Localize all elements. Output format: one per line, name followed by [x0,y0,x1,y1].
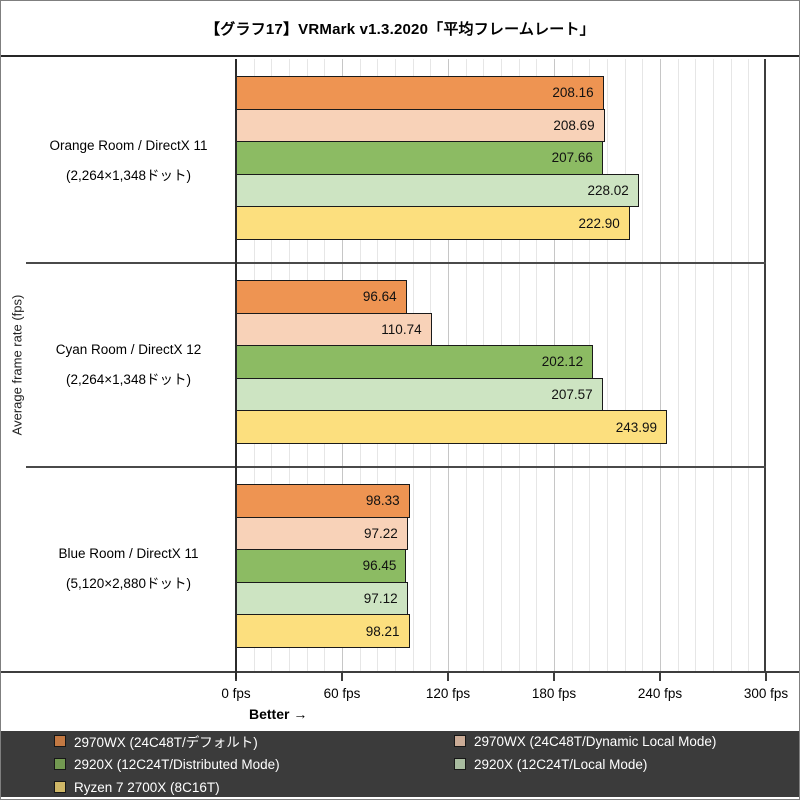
category-label-line1: Orange Room / DirectX 11 [49,138,208,153]
bar-value-label: 110.74 [381,321,422,337]
x-axis-tick [447,673,449,681]
bar-2970wx-dlm: 208.69 [236,108,605,143]
legend-swatch [454,758,466,770]
plot-area: Average frame rate (fps) Orange Room / D… [1,59,799,679]
legend-label: 2970WX (24C48T/デフォルト) [74,735,258,750]
value-axis-line [235,59,237,679]
x-axis-tick [765,673,767,681]
major-gridline [660,59,661,671]
chart-title: 【グラフ17】VRMark v1.3.2020「平均フレームレート」 [205,20,595,38]
category-label-line2: (2,264×1,348ドット) [66,372,191,387]
chart-title-bar: 【グラフ17】VRMark v1.3.2020「平均フレームレート」 [1,1,799,57]
minor-gridline [713,59,714,671]
bar-value-label: 208.69 [553,117,595,133]
bar-value-label: 202.12 [541,354,584,370]
group-orange-room: Orange Room / DirectX 11 (2,264×1,348ドット… [1,59,799,263]
x-axis: Better → 0 fps 60 fps 120 fps 180 fps 240 fp… [1,671,799,729]
legend-label: 2920X (12C24T/Local Mode) [474,756,648,772]
bar-value-label: 207.66 [551,150,593,166]
legend-swatch [54,735,66,747]
bar-value-label: 243.99 [615,419,657,435]
category-label-line2: (5,120×2,880ドット) [66,576,191,591]
better-direction-label: Better → [249,706,308,722]
bar-value-label: 207.57 [551,387,593,403]
x-tick-label: 60 fps [323,686,361,701]
legend-label: 2970WX (24C48T/Dynamic Local Mode) [474,733,717,749]
bar-2970wx-dlm: 97.22 [236,516,408,551]
bar-value-label: 228.02 [587,183,629,199]
bar-value-label: 98.21 [365,623,400,639]
minor-gridline [695,59,697,671]
legend: 2970WX (24C48T/デフォルト) 2970WX (24C48T/Dyn… [1,731,799,797]
x-axis-tick [341,673,343,681]
bar-value-label: 222.90 [578,215,620,231]
minor-gridline [607,59,608,671]
minor-gridline [624,59,626,671]
legend-item-2920x-distributed: 2920X (12C24T/Distributed Mode) [54,755,454,774]
legend-item-2970wx-default: 2970WX (24C48T/デフォルト) [54,732,454,751]
bar-stack: 208.16 208.69 207.66 228.02 222.90 [236,76,639,240]
bar-value-label: 96.45 [362,558,397,574]
category-label-line1: Blue Room / DirectX 11 [58,546,199,561]
group-cyan-room: Cyan Room / DirectX 12 (2,264×1,348ドット) … [1,262,799,467]
legend-item-2920x-local: 2920X (12C24T/Local Mode) [454,755,799,774]
bar-2920x-local: 97.12 [236,581,408,616]
bar-2970wx-default: 98.33 [236,484,410,518]
category-label: Cyan Room / DirectX 12 (2,264×1,348ドット) [26,263,231,467]
bar-value-label: 97.12 [363,591,398,607]
x-axis-tick [659,673,661,681]
bar-ryzen-2700x: 222.90 [236,206,630,240]
x-tick-label: 120 fps [425,686,471,701]
minor-gridline [748,59,750,671]
x-tick-label: 240 fps [637,686,683,701]
bar-ryzen-2700x: 243.99 [236,410,667,444]
category-label: Blue Room / DirectX 11 (5,120×2,880ドット) [26,467,231,671]
minor-gridline [677,59,679,671]
category-label-line2: (2,264×1,348ドット) [66,168,191,183]
legend-swatch [54,758,66,770]
legend-label: Ryzen 7 2700X (8C16T) [74,779,220,795]
bar-2970wx-dlm: 110.74 [236,312,432,347]
x-tick-label: 300 fps [743,686,789,701]
minor-gridline [642,59,644,671]
group-blue-room: Blue Room / DirectX 11 (5,120×2,880ドット) … [1,466,799,671]
bar-value-label: 96.64 [362,289,397,305]
category-groups: Orange Room / DirectX 11 (2,264×1,348ドット… [1,59,799,671]
bar-value-label: 97.22 [364,525,398,541]
x-tick-label: 0 fps [221,686,251,701]
bar-2920x-distributed: 96.45 [236,549,407,583]
x-axis-tick [553,673,555,681]
bar-2920x-distributed: 207.66 [236,141,603,175]
bar-2970wx-default: 96.64 [236,280,407,314]
x-tick-label: 180 fps [531,686,577,701]
legend-label: 2920X (12C24T/Distributed Mode) [74,756,280,772]
legend-swatch [454,735,466,747]
bar-ryzen-2700x: 98.21 [236,614,410,648]
legend-item-ryzen-2700x: Ryzen 7 2700X (8C16T) [54,778,454,797]
bar-2920x-local: 228.02 [236,173,639,208]
minor-gridline [730,59,732,671]
bar-2970wx-default: 208.16 [236,76,604,110]
bar-value-label: 98.33 [365,493,400,509]
bar-stack: 96.64 110.74 202.12 207.57 243.99 [236,280,667,444]
category-label-line1: Cyan Room / DirectX 12 [55,342,202,357]
category-label: Orange Room / DirectX 11 (2,264×1,348ドット… [26,59,231,263]
bar-value-label: 208.16 [552,85,594,101]
bar-2920x-distributed: 202.12 [236,345,594,379]
legend-item-2970wx-dlm: 2970WX (24C48T/Dynamic Local Mode) [454,732,799,751]
bar-2920x-local: 207.57 [236,377,603,412]
legend-swatch [54,781,66,793]
bar-stack: 98.33 97.22 96.45 97.12 98.21 [236,484,410,648]
